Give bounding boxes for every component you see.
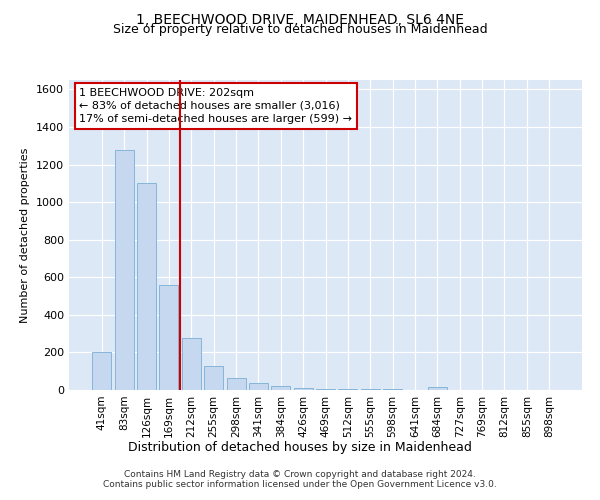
Bar — [227, 378, 245, 390]
Bar — [115, 150, 134, 390]
Bar — [316, 389, 335, 390]
Bar — [92, 352, 112, 390]
Bar — [293, 388, 313, 390]
Bar — [271, 386, 290, 390]
Text: Size of property relative to detached houses in Maidenhead: Size of property relative to detached ho… — [113, 22, 487, 36]
Bar — [428, 387, 447, 390]
Bar — [249, 384, 268, 390]
Text: 1, BEECHWOOD DRIVE, MAIDENHEAD, SL6 4NE: 1, BEECHWOOD DRIVE, MAIDENHEAD, SL6 4NE — [136, 12, 464, 26]
Text: Contains public sector information licensed under the Open Government Licence v3: Contains public sector information licen… — [103, 480, 497, 489]
Text: 1 BEECHWOOD DRIVE: 202sqm
← 83% of detached houses are smaller (3,016)
17% of se: 1 BEECHWOOD DRIVE: 202sqm ← 83% of detac… — [79, 88, 352, 124]
Bar — [182, 338, 201, 390]
Bar — [204, 366, 223, 390]
Bar — [160, 285, 178, 390]
Text: Distribution of detached houses by size in Maidenhead: Distribution of detached houses by size … — [128, 441, 472, 454]
Bar — [137, 184, 156, 390]
Text: Contains HM Land Registry data © Crown copyright and database right 2024.: Contains HM Land Registry data © Crown c… — [124, 470, 476, 479]
Y-axis label: Number of detached properties: Number of detached properties — [20, 148, 31, 322]
